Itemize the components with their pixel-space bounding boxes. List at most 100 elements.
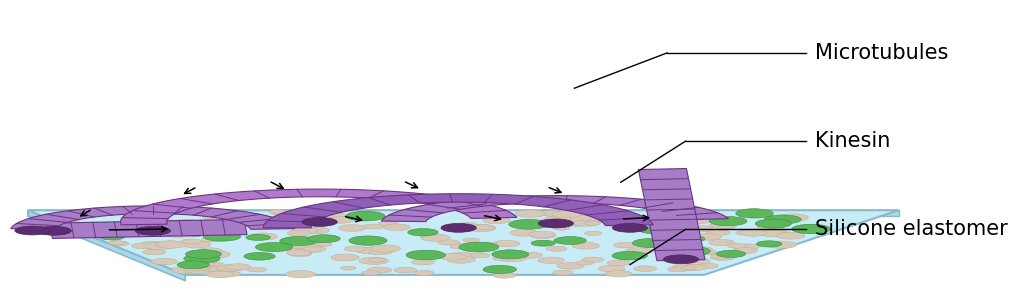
Ellipse shape	[198, 248, 222, 254]
Ellipse shape	[545, 216, 570, 223]
Polygon shape	[382, 196, 728, 222]
Ellipse shape	[225, 264, 251, 270]
Ellipse shape	[437, 240, 460, 245]
Ellipse shape	[707, 230, 730, 235]
Ellipse shape	[202, 237, 220, 242]
Ellipse shape	[291, 228, 317, 234]
Ellipse shape	[207, 227, 237, 234]
Ellipse shape	[593, 216, 621, 223]
Polygon shape	[28, 210, 185, 281]
Ellipse shape	[563, 214, 593, 221]
Ellipse shape	[687, 218, 711, 224]
Ellipse shape	[133, 220, 152, 224]
Ellipse shape	[312, 242, 332, 247]
Ellipse shape	[216, 265, 245, 271]
Ellipse shape	[53, 218, 79, 224]
Ellipse shape	[509, 219, 549, 229]
Ellipse shape	[180, 229, 210, 236]
Ellipse shape	[59, 218, 75, 222]
Ellipse shape	[164, 222, 190, 228]
Ellipse shape	[639, 241, 663, 247]
Ellipse shape	[476, 242, 498, 247]
Ellipse shape	[480, 213, 498, 217]
Ellipse shape	[531, 240, 555, 246]
Ellipse shape	[757, 224, 784, 230]
Ellipse shape	[557, 263, 584, 269]
Ellipse shape	[302, 218, 337, 226]
Ellipse shape	[552, 211, 582, 218]
Ellipse shape	[528, 231, 555, 238]
Ellipse shape	[246, 234, 270, 240]
Ellipse shape	[289, 251, 311, 257]
Ellipse shape	[767, 241, 797, 248]
Ellipse shape	[255, 243, 293, 252]
Polygon shape	[263, 194, 653, 228]
Ellipse shape	[196, 260, 212, 264]
Ellipse shape	[677, 214, 694, 218]
Ellipse shape	[607, 260, 630, 266]
Ellipse shape	[344, 246, 367, 251]
Ellipse shape	[132, 243, 156, 249]
Ellipse shape	[668, 267, 688, 272]
Ellipse shape	[451, 244, 472, 249]
Ellipse shape	[206, 271, 233, 278]
Text: Kinesin: Kinesin	[815, 131, 891, 151]
Ellipse shape	[756, 219, 792, 228]
Ellipse shape	[36, 226, 72, 235]
Ellipse shape	[371, 245, 400, 252]
Ellipse shape	[99, 234, 125, 240]
Ellipse shape	[441, 223, 476, 232]
Ellipse shape	[467, 225, 496, 232]
Ellipse shape	[660, 222, 677, 226]
Ellipse shape	[710, 253, 727, 257]
Ellipse shape	[407, 250, 445, 260]
Ellipse shape	[140, 241, 166, 248]
Ellipse shape	[679, 236, 706, 242]
Ellipse shape	[355, 248, 379, 253]
Ellipse shape	[384, 224, 411, 230]
Ellipse shape	[189, 254, 210, 259]
Ellipse shape	[183, 267, 210, 273]
Ellipse shape	[674, 226, 690, 230]
Ellipse shape	[759, 230, 788, 237]
Polygon shape	[28, 210, 899, 275]
Ellipse shape	[171, 266, 202, 274]
Ellipse shape	[368, 267, 392, 273]
Ellipse shape	[421, 234, 451, 241]
Ellipse shape	[660, 221, 683, 226]
Ellipse shape	[494, 240, 520, 247]
Ellipse shape	[778, 214, 808, 221]
Ellipse shape	[573, 220, 599, 226]
Ellipse shape	[605, 270, 632, 277]
Ellipse shape	[676, 249, 692, 253]
Ellipse shape	[109, 240, 125, 245]
Ellipse shape	[739, 230, 766, 236]
Ellipse shape	[664, 255, 698, 264]
Ellipse shape	[111, 241, 129, 246]
Ellipse shape	[269, 210, 287, 214]
Ellipse shape	[203, 215, 218, 219]
Ellipse shape	[212, 228, 234, 234]
Ellipse shape	[681, 266, 696, 270]
Ellipse shape	[91, 230, 112, 235]
Ellipse shape	[113, 224, 139, 230]
Ellipse shape	[575, 260, 594, 265]
Ellipse shape	[694, 233, 721, 240]
Ellipse shape	[200, 228, 216, 232]
Ellipse shape	[553, 226, 570, 230]
Ellipse shape	[110, 224, 128, 229]
Ellipse shape	[492, 250, 528, 259]
Polygon shape	[638, 168, 705, 261]
Ellipse shape	[414, 270, 434, 275]
Ellipse shape	[459, 242, 499, 252]
Ellipse shape	[181, 239, 202, 244]
Ellipse shape	[142, 208, 167, 215]
Ellipse shape	[303, 247, 326, 252]
Ellipse shape	[156, 241, 186, 248]
Ellipse shape	[151, 219, 176, 225]
Ellipse shape	[220, 271, 242, 277]
Ellipse shape	[327, 217, 353, 223]
Ellipse shape	[317, 213, 346, 220]
Ellipse shape	[244, 253, 275, 260]
Ellipse shape	[540, 218, 561, 223]
